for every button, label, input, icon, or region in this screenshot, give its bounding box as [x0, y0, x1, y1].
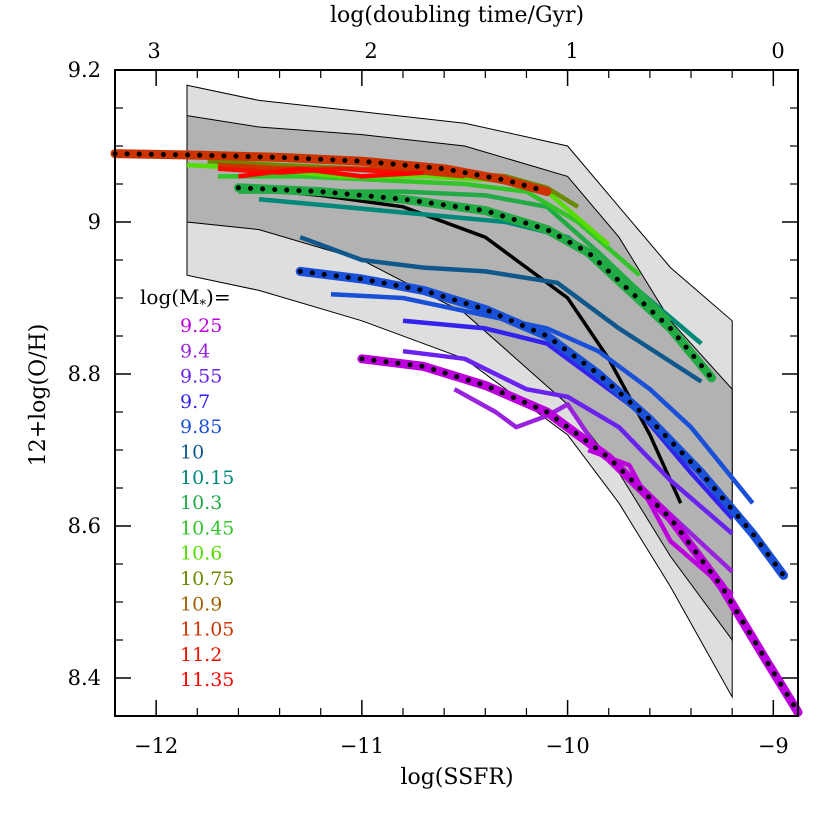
- y-tick-label: 8.4: [68, 666, 101, 690]
- legend-item: 9.4: [180, 340, 210, 362]
- legend-item: 11.2: [180, 644, 222, 666]
- series-line-11.35: [238, 166, 424, 179]
- series-line-9.7: [402, 318, 734, 520]
- y-tick-label: 8.6: [68, 514, 101, 538]
- legend-item: 9.7: [180, 391, 210, 413]
- top-tick-label: 0: [771, 39, 784, 63]
- legend-item: 10.3: [180, 492, 222, 514]
- series-lines: [186, 158, 755, 597]
- fit-dots-2: [297, 268, 787, 578]
- x-tick-label: −12: [134, 734, 178, 758]
- x-axis-title: log(SSFR): [400, 765, 513, 790]
- x-tick-label: −11: [340, 734, 384, 758]
- top-tick-label: 1: [565, 39, 578, 63]
- x-tick-label: −10: [545, 734, 589, 758]
- legend-item: 10.9: [180, 593, 222, 615]
- legend-item: 9.55: [180, 366, 222, 388]
- series-line-9.85: [330, 291, 755, 505]
- legend-item: 10: [180, 442, 204, 464]
- legend-title: log(M*)=: [140, 285, 231, 313]
- series-line-10.45: [217, 174, 642, 277]
- legend-item: 10.6: [180, 543, 222, 565]
- fit-dots-0: [112, 151, 550, 195]
- fit-curves: [110, 149, 803, 717]
- y-tick-label: 9.2: [68, 58, 101, 82]
- top-tick-label: 3: [147, 39, 160, 63]
- axis-ticks: −12 −11 −10 −98.48.68.899.23 2 1 0: [68, 39, 798, 758]
- legend-item: 11.05: [180, 619, 234, 641]
- fit-dots-3: [359, 356, 801, 715]
- legend: 9.25 9.4 9.55 9.7 9.85 10 10.15 10.3 10.45 10.6 10…: [180, 315, 234, 691]
- fit-dots-1: [235, 185, 715, 381]
- legend-item: 10.75: [180, 568, 234, 590]
- legend-item: 11.35: [180, 669, 234, 691]
- top-axis-title: log(doubling time/Gyr): [330, 3, 584, 28]
- legend-item: 10.45: [180, 517, 234, 539]
- series-line-9.55: [402, 348, 734, 536]
- plot-frame: [114, 69, 799, 717]
- y-axis-title: 12+log(O/H): [26, 324, 51, 467]
- x-tick-label: −9: [758, 734, 789, 758]
- legend-item: 9.85: [180, 416, 222, 438]
- legend-item: 9.25: [180, 315, 222, 337]
- series-line-10: [299, 235, 703, 384]
- top-tick-label: 2: [364, 39, 377, 63]
- y-tick-label: 9: [88, 210, 101, 234]
- legend-item: 10.15: [180, 467, 234, 489]
- y-tick-label: 8.8: [68, 362, 101, 386]
